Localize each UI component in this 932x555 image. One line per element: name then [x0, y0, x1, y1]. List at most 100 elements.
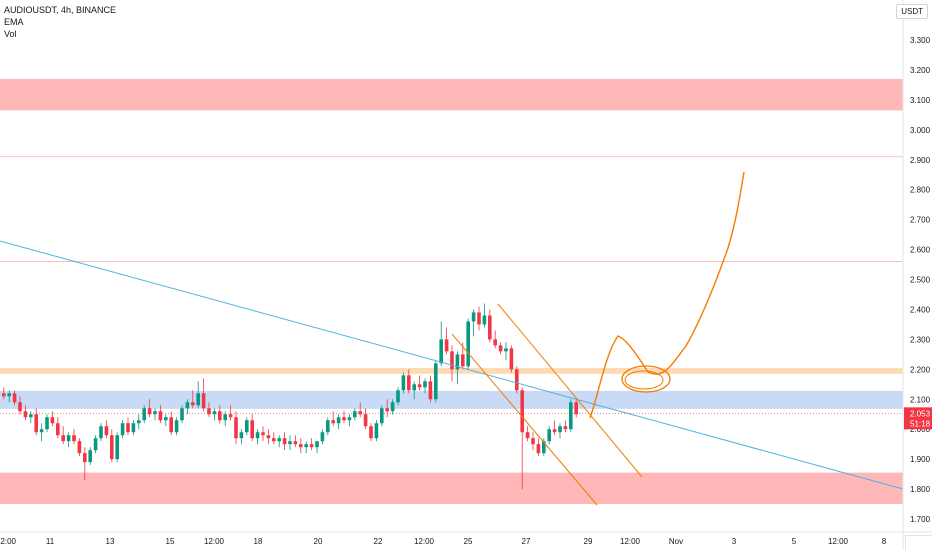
candle-body — [342, 417, 346, 421]
time-tick-label: Nov — [669, 537, 683, 546]
candle — [66, 432, 71, 448]
descending-trendline — [0, 240, 904, 490]
candle-body — [250, 420, 254, 439]
candle — [142, 405, 146, 424]
candle — [34, 408, 38, 436]
candle — [336, 414, 341, 430]
candle-body — [7, 393, 11, 397]
candle — [272, 432, 276, 445]
candle-body — [66, 435, 71, 442]
candle-body — [131, 423, 136, 433]
candle — [126, 417, 130, 436]
candle — [12, 390, 17, 406]
candle-body — [574, 402, 578, 415]
candle — [477, 306, 481, 331]
candle — [369, 423, 373, 442]
candle-body — [93, 438, 98, 451]
candle-body — [531, 438, 535, 445]
candle — [569, 399, 573, 433]
candle — [245, 417, 249, 436]
axis-corner[interactable] — [905, 535, 932, 550]
candle-body — [385, 408, 389, 412]
candle-body — [552, 429, 557, 433]
currency-selector[interactable]: USDT — [896, 4, 928, 19]
key-level-circle-inner — [624, 370, 664, 390]
demand-zone-1 — [0, 390, 903, 409]
candle-body — [417, 384, 422, 388]
candle — [18, 396, 22, 415]
candle — [531, 432, 535, 451]
candle-body — [282, 438, 287, 445]
candle-body — [498, 345, 503, 352]
candle-body — [488, 315, 492, 340]
candle — [482, 303, 487, 328]
candle — [196, 381, 200, 409]
legend-vol[interactable]: Vol — [4, 29, 17, 39]
drawings-layer — [0, 171, 904, 506]
candle-body — [493, 339, 497, 346]
candle-body — [520, 390, 524, 433]
candle-body — [347, 417, 352, 421]
candle-body — [455, 354, 460, 370]
candle-body — [196, 393, 200, 406]
candle — [180, 405, 184, 424]
candle-body — [56, 423, 60, 436]
candle — [444, 327, 449, 355]
candle-body — [423, 381, 427, 388]
time-tick-label: 12:00 — [204, 537, 225, 546]
candle — [288, 435, 292, 451]
price-tick-label: 3.000 — [910, 126, 931, 135]
candle — [250, 414, 254, 442]
price-tick-label: 1.800 — [910, 485, 931, 494]
candle-body — [88, 450, 92, 463]
candle-body — [563, 426, 568, 430]
candle-body — [461, 354, 465, 367]
candle — [266, 429, 271, 445]
candle-body — [239, 432, 244, 439]
candle — [498, 342, 503, 355]
candle — [358, 402, 362, 418]
candle — [83, 447, 87, 481]
candle-body — [218, 411, 222, 421]
candle-body — [104, 426, 109, 436]
price-tick-label: 2.600 — [910, 246, 931, 255]
levels-layer — [0, 156, 903, 262]
time-tick-label: 18 — [254, 537, 263, 546]
price-tick-label: 2.000 — [910, 425, 931, 434]
candle — [23, 405, 28, 421]
candle-body — [504, 348, 508, 352]
candles-layer — [2, 303, 578, 490]
candle-body — [223, 414, 227, 421]
candle — [428, 375, 433, 403]
candle-body — [536, 444, 541, 454]
time-tick-label: 11 — [46, 537, 55, 546]
candle — [353, 408, 357, 421]
candle — [169, 411, 173, 436]
current-price-value: 2.053 — [910, 409, 931, 418]
candle — [153, 408, 157, 421]
price-tick-label: 3.200 — [910, 66, 931, 75]
candle-body — [272, 438, 276, 442]
legend-ema[interactable]: EMA — [4, 17, 24, 27]
candle-body — [83, 453, 87, 463]
candle-body — [434, 363, 438, 400]
candle — [99, 423, 103, 442]
candle — [542, 438, 546, 457]
candle-body — [261, 432, 265, 436]
resistance-zone-0 — [0, 78, 903, 111]
candle — [504, 342, 508, 361]
candle-body — [363, 414, 368, 427]
time-tick-label: 20 — [314, 537, 323, 546]
candle-body — [450, 351, 454, 370]
candle — [137, 414, 141, 430]
candle-body — [169, 417, 173, 433]
candle — [315, 441, 319, 454]
legend-symbol[interactable]: AUDIOUSDT, 4h, BINANCE — [4, 5, 117, 15]
candle — [39, 423, 44, 442]
candle — [56, 417, 60, 439]
candle-body — [180, 408, 184, 421]
price-tick-label: 2.700 — [910, 216, 931, 225]
